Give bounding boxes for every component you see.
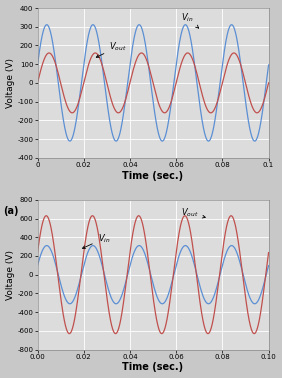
- Text: $V_{in}$: $V_{in}$: [181, 11, 199, 28]
- X-axis label: Time (sec.): Time (sec.): [122, 170, 184, 181]
- Y-axis label: Voltage (V): Voltage (V): [6, 249, 15, 300]
- Text: $V_{out}$: $V_{out}$: [181, 207, 205, 220]
- Text: $V_{in}$: $V_{in}$: [82, 232, 110, 248]
- Text: (a): (a): [3, 206, 18, 215]
- X-axis label: Time (sec.): Time (sec.): [122, 363, 184, 372]
- Text: $V_{out}$: $V_{out}$: [96, 40, 127, 57]
- Y-axis label: Voltage (V): Voltage (V): [6, 58, 15, 108]
